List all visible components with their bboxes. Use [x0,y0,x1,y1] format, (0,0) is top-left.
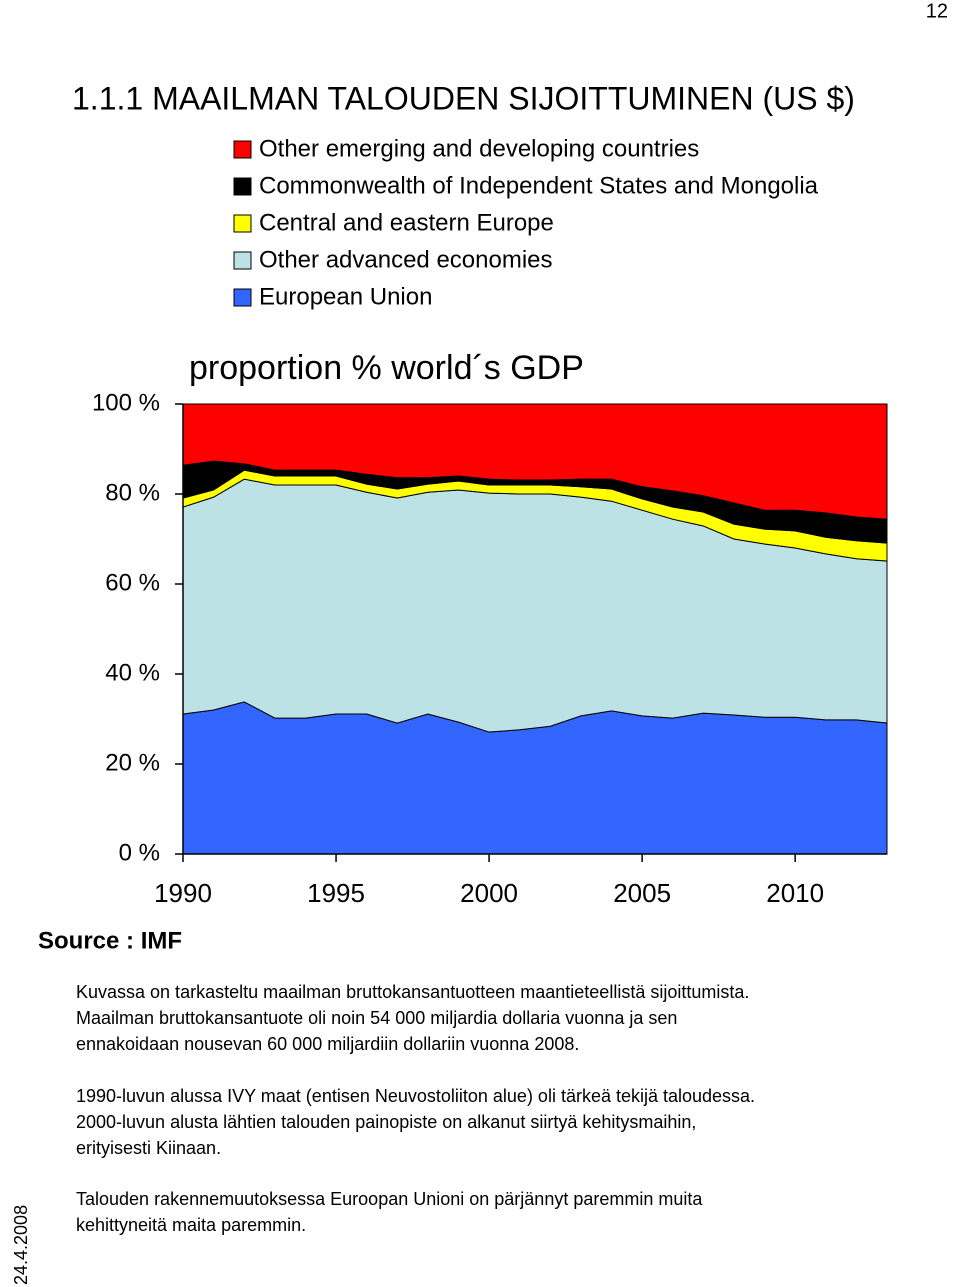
legend-label: Other advanced economies [259,246,553,273]
x-tick-label: 2005 [613,878,671,908]
y-tick-label: 60 % [105,569,160,596]
y-tick-label: 100 % [92,389,160,416]
paragraph-line: Maailman bruttokansantuote oli noin 54 0… [76,1008,677,1028]
legend-label: Commonwealth of Independent States and M… [259,172,819,199]
legend-swatch [233,177,252,196]
x-tick-label: 1995 [307,878,365,908]
y-tick-label: 40 % [105,659,160,686]
legend-swatch [233,251,252,270]
legend-swatch [233,214,252,233]
paragraph-line: ennakoidaan nousevan 60 000 miljardiin d… [76,1034,579,1054]
paragraph-line: 1990-luvun alussa IVY maat (entisen Neuv… [76,1086,755,1106]
paragraph-line: kehittyneitä maita paremmin. [76,1215,306,1235]
legend-label: Other emerging and developing countries [259,135,699,162]
date: 24.4.2008 [11,1205,31,1285]
paragraph-line: 2000-luvun alusta lähtien talouden paino… [76,1112,696,1132]
chart-title: proportion % world´s GDP [189,349,584,387]
page-number: 12 [926,0,948,22]
y-tick-label: 20 % [105,749,160,776]
paragraph-line: Kuvassa on tarkasteltu maailman bruttoka… [76,982,749,1002]
legend-label: Central and eastern Europe [259,209,554,236]
paragraph-line: Talouden rakennemuutoksessa Euroopan Uni… [76,1189,703,1209]
y-tick-label: 80 % [105,479,160,506]
x-tick-label: 1990 [154,878,212,908]
paragraph-line: erityisesti Kiinaan. [76,1138,221,1158]
heading: 1.1.1 MAAILMAN TALOUDEN SIJOITTUMINEN (U… [72,80,855,116]
area [182,403,888,520]
legend-swatch [233,288,252,307]
legend-swatch [233,140,252,159]
x-tick-label: 2010 [766,878,824,908]
x-tick-label: 2000 [460,878,518,908]
y-tick-label: 0 % [119,839,160,866]
source: Source : IMF [38,927,182,954]
legend-label: European Union [259,283,432,310]
